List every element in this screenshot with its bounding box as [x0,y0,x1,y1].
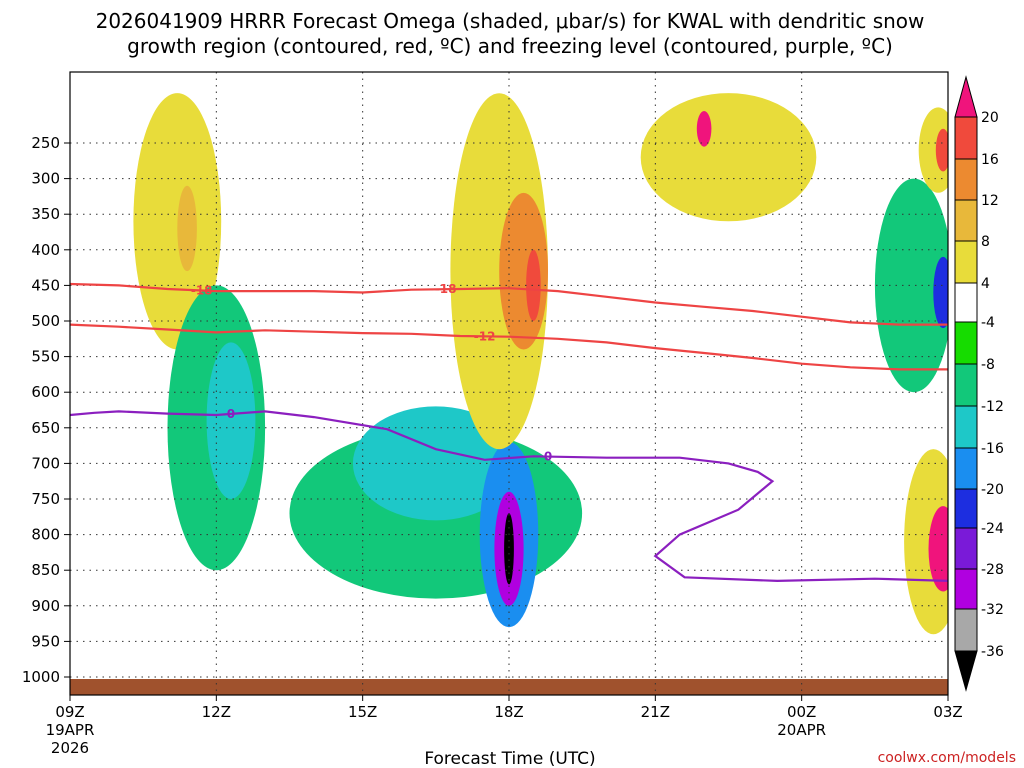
contour--12 [70,323,948,371]
omega-blob-12 [640,93,817,222]
colorbar-swatch [954,282,978,323]
omega-blob-8 [504,513,514,585]
y-tick-label: 250 [31,134,60,152]
omega-blob-18 [918,107,948,193]
x-tick-label: 21Z [641,703,670,721]
y-tick-label: 800 [31,526,60,544]
colorbar-swatch [954,608,978,652]
omega-blob-11 [526,249,541,321]
x-tick-label: 15Z [348,703,377,721]
colorbar-label: -16 [981,441,1004,457]
y-tick-label: 500 [31,312,60,330]
colorbar-label: 12 [981,193,999,209]
colorbar-label: 20 [981,110,999,126]
x-tick-label: 09Z [55,703,84,721]
chart-title-line-2: growth region (contoured, red, ºC) and f… [127,34,893,58]
x-tick-date: 20APR [777,721,826,739]
omega-blob-19 [935,128,948,172]
y-axis-ticks: 250 300 350 400 450 500 550 600 650 700 750 800 850 9… [22,134,70,686]
colorbar-label: -8 [981,357,995,373]
omega-blob-3 [206,342,256,500]
colorbar: 20 16 12 8 4 -4 -8 -12 -16 -20 -24 -28 -32 -36 [954,75,1004,692]
y-tick-label: 550 [31,348,60,366]
credit-text[interactable]: coolwx.com/models [878,750,1016,766]
colorbar-swatch [954,363,978,407]
y-tick-label: 650 [31,419,60,437]
temperature-contours: -18 -18 -12 0 0 [70,282,948,583]
colorbar-label: 4 [981,276,990,292]
omega-blob-16 [904,449,948,635]
colorbar-label: -36 [981,644,1004,660]
y-tick-label: 400 [31,241,60,259]
colorbar-label: -24 [981,521,1004,537]
contour-label: -18 [435,282,457,296]
y-tick-label: 350 [31,205,60,223]
colorbar-label: -4 [981,315,995,331]
x-tick-label: 12Z [202,703,231,721]
colorbar-swatch [954,321,978,365]
y-tick-label: 850 [31,561,60,579]
ground-surface [70,679,948,695]
contour-0 [70,410,948,583]
colorbar-bottom-arrow [954,650,978,692]
contour-label: 0 [227,407,235,421]
colorbar-swatch [954,116,978,160]
omega-blob-14 [874,178,948,393]
colorbar-label: -20 [981,482,1004,498]
x-tick-label: 18Z [494,703,523,721]
colorbar-swatch [954,488,978,529]
contour-label: 0 [544,450,552,464]
y-tick-label: 1000 [22,668,60,686]
chart-title-line-1: 2026041909 HRRR Forecast Omega (shaded, … [96,9,925,33]
y-tick-label: 950 [31,632,60,650]
colorbar-swatch [954,240,978,284]
omega-blob-5 [352,406,519,521]
colorbar-label: -32 [981,602,1004,618]
contour--18 [70,282,948,326]
x-tick-date: 19APR [46,721,95,739]
x-tick-year: 2026 [51,739,89,757]
colorbar-label: 16 [981,152,999,168]
x-tick-label: 00Z [787,703,816,721]
y-tick-label: 300 [31,170,60,188]
colorbar-label: -12 [981,399,1004,415]
y-tick-label: 600 [31,383,60,401]
omega-blob-1 [177,185,197,272]
omega-shading [133,93,948,635]
colorbar-swatch [954,527,978,570]
x-tick-label: 03Z [933,703,962,721]
contour-label: -18 [191,283,213,297]
colorbar-swatch [954,158,978,201]
y-tick-label: 450 [31,276,60,294]
y-tick-label: 750 [31,490,60,508]
colorbar-label: -28 [981,562,1004,578]
y-tick-label: 700 [31,454,60,472]
colorbar-swatch [954,568,978,610]
colorbar-swatch [954,199,978,242]
colorbar-top-arrow [954,75,978,118]
contour-label: -12 [474,329,496,343]
x-axis-label: Forecast Time (UTC) [424,749,595,768]
omega-blob-13 [696,111,712,147]
y-tick-label: 900 [31,597,60,615]
colorbar-label: 8 [981,234,990,250]
colorbar-swatch [954,405,978,449]
ground-layer [70,679,948,695]
omega-blob-17 [928,506,948,592]
omega-blob-10 [499,192,548,350]
colorbar-swatch [954,447,978,490]
omega-blob-15 [933,256,948,329]
